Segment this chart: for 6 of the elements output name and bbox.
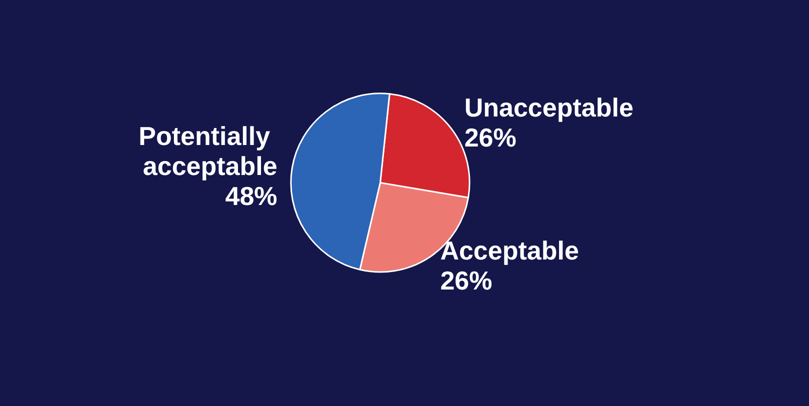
data-label: 26% — [440, 265, 492, 296]
slice-label: Acceptable — [440, 235, 579, 266]
data-label: 48% — [225, 181, 278, 212]
slice-label: Unacceptable — [464, 92, 634, 123]
data-label: 26% — [464, 122, 516, 153]
slice-label: Potentially acceptable — [138, 121, 278, 182]
